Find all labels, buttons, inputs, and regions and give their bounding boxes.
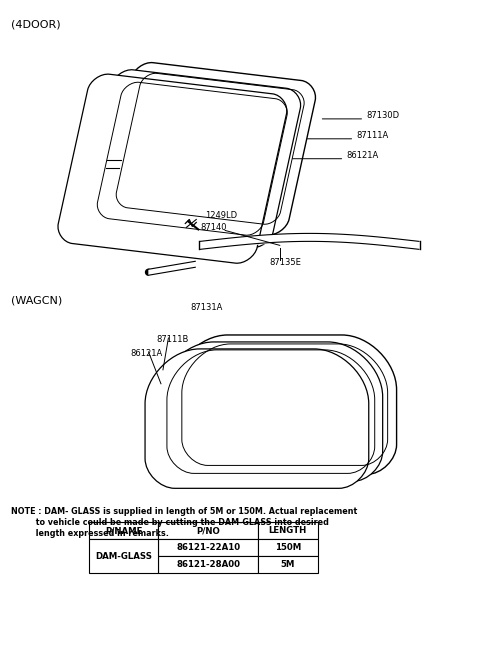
Text: 86121A: 86121A bbox=[347, 151, 379, 160]
PathPatch shape bbox=[58, 74, 287, 263]
Text: 87135E: 87135E bbox=[270, 258, 302, 267]
Text: (4DOOR): (4DOOR) bbox=[12, 19, 61, 30]
Ellipse shape bbox=[145, 269, 152, 275]
Text: to vehicle could be made by cutting the DAM-GLASS into desired: to vehicle could be made by cutting the … bbox=[12, 518, 329, 527]
Text: 86121A: 86121A bbox=[131, 349, 163, 358]
FancyBboxPatch shape bbox=[158, 522, 258, 539]
PathPatch shape bbox=[145, 349, 369, 488]
Text: 1249LD: 1249LD bbox=[205, 212, 237, 221]
Text: 87111B: 87111B bbox=[156, 335, 189, 344]
Text: 87130D: 87130D bbox=[366, 112, 399, 120]
Text: LENGTH: LENGTH bbox=[269, 526, 307, 535]
Text: 87111A: 87111A bbox=[356, 131, 389, 141]
Text: P/NAME: P/NAME bbox=[105, 526, 143, 535]
FancyBboxPatch shape bbox=[89, 522, 158, 539]
PathPatch shape bbox=[159, 342, 383, 482]
Text: 86121-28A00: 86121-28A00 bbox=[176, 560, 240, 569]
Text: NOTE : DAM- GLASS is supplied in length of 5M or 150M. Actual replacement: NOTE : DAM- GLASS is supplied in length … bbox=[12, 507, 358, 516]
Text: 87140: 87140 bbox=[200, 223, 227, 233]
Text: 150M: 150M bbox=[275, 543, 301, 552]
FancyBboxPatch shape bbox=[258, 539, 318, 556]
FancyBboxPatch shape bbox=[89, 539, 158, 573]
Text: (WAGCN): (WAGCN) bbox=[12, 295, 62, 305]
Text: DAM-GLASS: DAM-GLASS bbox=[95, 551, 152, 560]
PathPatch shape bbox=[173, 335, 396, 474]
FancyBboxPatch shape bbox=[258, 556, 318, 573]
Text: length expressed in remarks.: length expressed in remarks. bbox=[12, 529, 169, 538]
FancyBboxPatch shape bbox=[258, 522, 318, 539]
Text: P/NO: P/NO bbox=[196, 526, 220, 535]
PathPatch shape bbox=[105, 62, 315, 235]
Text: 5M: 5M bbox=[280, 560, 295, 569]
Text: 86121-22A10: 86121-22A10 bbox=[176, 543, 240, 552]
Text: 87131A: 87131A bbox=[190, 303, 223, 312]
FancyBboxPatch shape bbox=[158, 556, 258, 573]
PathPatch shape bbox=[84, 70, 300, 248]
FancyBboxPatch shape bbox=[158, 539, 258, 556]
